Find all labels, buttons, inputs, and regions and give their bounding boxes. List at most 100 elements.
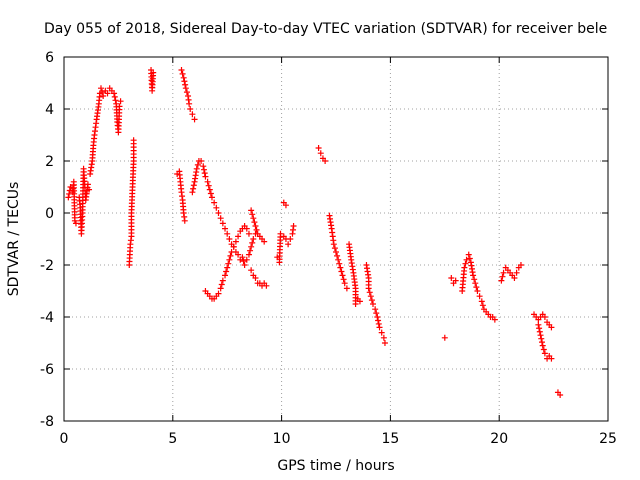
data-point <box>277 230 284 237</box>
data-point <box>84 181 91 188</box>
data-point <box>250 236 257 242</box>
data-point <box>557 392 564 398</box>
data-point <box>72 220 79 227</box>
data-point <box>372 306 379 313</box>
data-point <box>340 276 347 283</box>
data-point <box>463 256 470 263</box>
data-point <box>190 185 197 192</box>
data-point <box>100 93 107 99</box>
data-point <box>230 243 237 250</box>
axis-ticks <box>63 56 609 422</box>
data-point <box>111 93 118 100</box>
data-point <box>472 280 479 287</box>
data-point <box>205 182 212 189</box>
data-point <box>241 262 248 268</box>
data-point <box>193 165 200 172</box>
data-point <box>331 245 338 252</box>
data-point <box>334 252 341 259</box>
data-point <box>461 264 468 271</box>
data-point <box>541 350 548 357</box>
data-point <box>116 103 123 110</box>
data-point <box>261 238 268 245</box>
data-point <box>374 314 381 320</box>
data-point <box>248 267 255 274</box>
data-point <box>99 89 106 96</box>
data-point <box>247 247 254 254</box>
data-point <box>339 272 346 279</box>
data-point <box>462 260 469 267</box>
grid-lines <box>64 57 608 421</box>
data-point <box>190 182 197 189</box>
data-point <box>235 233 242 240</box>
data-point <box>470 272 477 279</box>
x-tick-label: 25 <box>599 431 617 447</box>
data-point <box>219 277 226 284</box>
y-tick-label: -2 <box>40 258 54 274</box>
data-point <box>243 256 250 263</box>
data-point <box>476 293 483 300</box>
data-point <box>491 316 498 323</box>
y-tick-label: -4 <box>40 310 54 326</box>
data-point <box>540 346 547 353</box>
data-point <box>538 339 545 346</box>
data-point <box>130 137 137 144</box>
data-point <box>249 211 256 218</box>
data-point <box>224 230 231 237</box>
data-point <box>369 301 376 307</box>
data-point <box>513 269 520 276</box>
data-point <box>365 285 372 292</box>
data-point <box>263 282 270 289</box>
x-tick-label: 10 <box>273 431 291 447</box>
data-point <box>239 254 246 261</box>
data-point <box>189 189 196 196</box>
data-point <box>194 161 201 168</box>
chart-title: Day 055 of 2018, Sidereal Day-to-day VTE… <box>44 21 607 37</box>
data-point <box>548 355 555 362</box>
data-point <box>191 116 198 123</box>
data-point <box>322 158 329 164</box>
data-point <box>187 106 194 112</box>
data-point <box>478 298 485 305</box>
data-point <box>248 207 255 214</box>
data-point <box>65 194 72 201</box>
data-point <box>381 340 388 346</box>
x-axis-label: GPS time / hours <box>277 458 394 474</box>
data-point <box>343 285 350 292</box>
data-point <box>182 81 189 88</box>
data-point <box>352 301 359 307</box>
data-point <box>86 186 93 193</box>
data-point <box>287 236 294 242</box>
data-point <box>225 260 232 267</box>
data-point <box>206 186 213 193</box>
data-point <box>117 98 124 105</box>
data-point <box>366 289 373 296</box>
data-point <box>211 199 218 206</box>
data-point <box>66 190 73 197</box>
data-point <box>448 275 455 281</box>
data-point <box>378 329 385 336</box>
data-point <box>181 217 188 224</box>
data-point <box>183 89 190 96</box>
data-point <box>178 67 185 73</box>
data-point <box>200 166 207 173</box>
data-point <box>245 251 252 258</box>
data-point <box>373 310 380 317</box>
data-point <box>315 145 322 151</box>
data-point <box>282 202 289 209</box>
data-point <box>376 324 383 331</box>
data-point <box>537 332 544 339</box>
y-tick-label: -8 <box>40 414 54 430</box>
data-point <box>240 258 247 265</box>
data-point <box>498 277 505 284</box>
data-point <box>536 325 543 332</box>
data-point <box>517 262 524 268</box>
data-point <box>207 190 214 197</box>
data-point <box>111 90 118 97</box>
x-tick-label: 0 <box>60 431 69 447</box>
data-point <box>338 268 345 275</box>
data-point <box>465 251 472 258</box>
data-points <box>65 67 564 398</box>
data-point <box>473 284 480 291</box>
data-point <box>97 85 104 92</box>
data-point <box>198 158 205 164</box>
